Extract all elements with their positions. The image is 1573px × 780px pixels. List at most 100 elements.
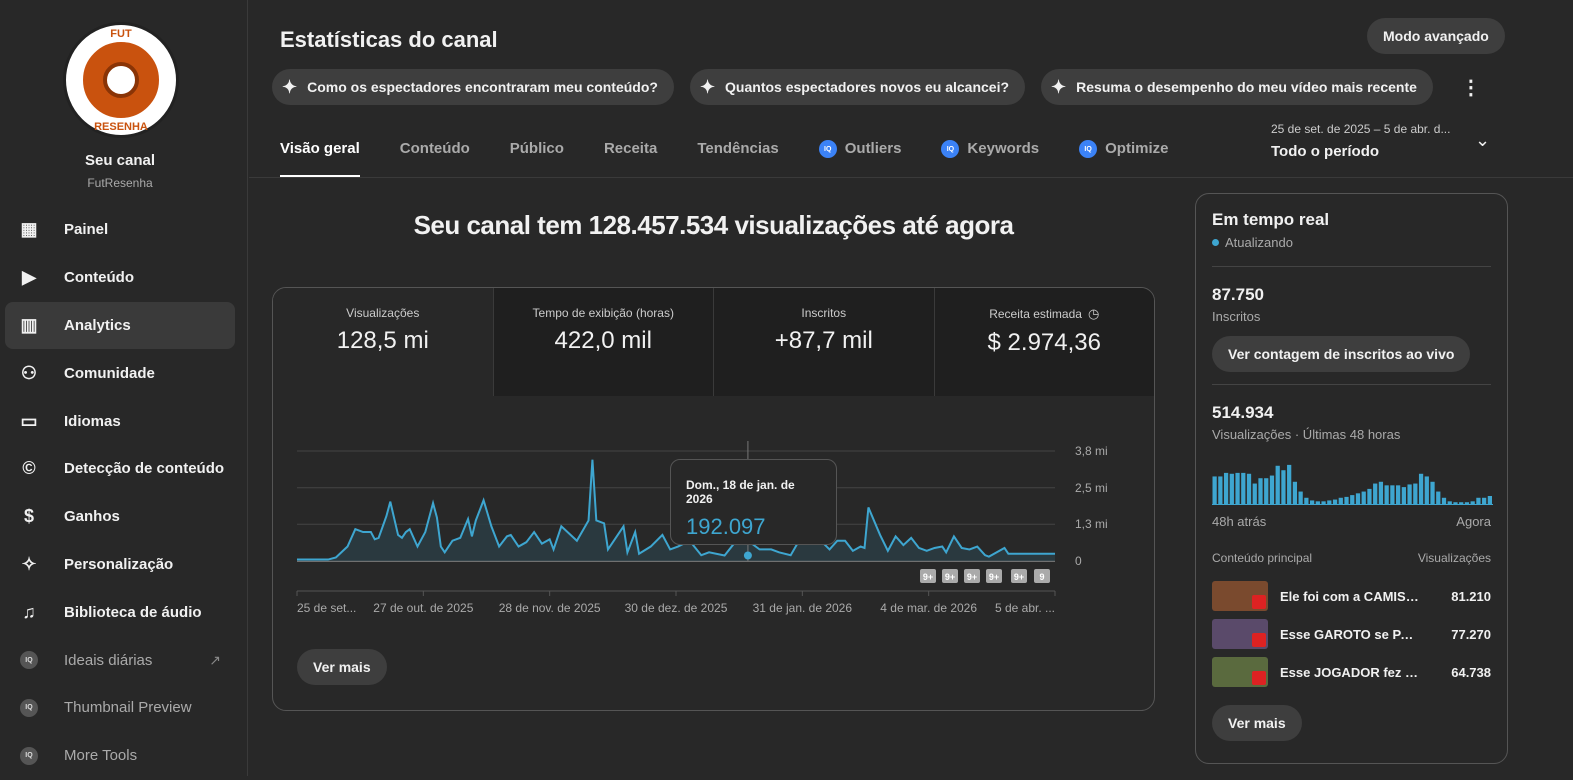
realtime-bar[interactable] bbox=[1247, 474, 1251, 504]
realtime-see-more-button[interactable]: Ver mais bbox=[1212, 705, 1302, 741]
suggestion-chip[interactable]: ✦Quantos espectadores novos eu alcancei? bbox=[690, 69, 1025, 105]
sidebar-item-dollar[interactable]: $Ganhos bbox=[5, 493, 235, 541]
realtime-bar[interactable] bbox=[1379, 482, 1383, 504]
live-count-button[interactable]: Ver contagem de inscritos ao vivo bbox=[1212, 336, 1470, 372]
realtime-bar[interactable] bbox=[1321, 501, 1325, 504]
subscribers-count: 87.750 bbox=[1212, 285, 1491, 305]
more-options-icon[interactable]: ⋮ bbox=[1461, 75, 1481, 100]
suggestion-chip[interactable]: ✦Resuma o desempenho do meu vídeo mais r… bbox=[1041, 69, 1433, 105]
realtime-bar-chart[interactable] bbox=[1212, 448, 1493, 508]
realtime-bar[interactable] bbox=[1419, 474, 1423, 504]
realtime-bar[interactable] bbox=[1390, 485, 1394, 504]
sidebar-item-copyright[interactable]: ©Detecção de conteúdo bbox=[5, 445, 235, 493]
realtime-bar[interactable] bbox=[1413, 484, 1417, 504]
realtime-bar[interactable] bbox=[1333, 500, 1337, 504]
marker-label: 9 bbox=[1039, 572, 1044, 582]
realtime-bar[interactable] bbox=[1453, 502, 1457, 504]
realtime-bar[interactable] bbox=[1339, 498, 1343, 504]
realtime-bar[interactable] bbox=[1356, 493, 1360, 504]
sidebar-item-audio-library[interactable]: ♫Biblioteca de áudio bbox=[5, 588, 235, 636]
realtime-bar[interactable] bbox=[1407, 484, 1411, 504]
realtime-bar[interactable] bbox=[1436, 492, 1440, 504]
video-views: 77.270 bbox=[1451, 627, 1491, 642]
realtime-bar[interactable] bbox=[1362, 492, 1366, 504]
realtime-bar[interactable] bbox=[1344, 497, 1348, 504]
video-thumbnail bbox=[1212, 581, 1268, 611]
realtime-bar[interactable] bbox=[1264, 478, 1268, 504]
tab-label: Receita bbox=[604, 140, 657, 157]
sidebar-item-analytics[interactable]: ▥Analytics bbox=[5, 302, 235, 350]
realtime-bar[interactable] bbox=[1373, 484, 1377, 504]
metric-label: Inscritos bbox=[801, 306, 846, 320]
realtime-bar[interactable] bbox=[1425, 476, 1429, 504]
metric-card[interactable]: Tempo de exibição (horas)422,0 mil bbox=[493, 288, 714, 396]
realtime-bar[interactable] bbox=[1299, 492, 1303, 504]
realtime-bar[interactable] bbox=[1482, 498, 1486, 504]
metric-card[interactable]: Receita estimada◷$ 2.974,36 bbox=[934, 288, 1155, 396]
realtime-bar[interactable] bbox=[1402, 487, 1406, 504]
content-icon: ▶ bbox=[17, 266, 41, 290]
realtime-bar[interactable] bbox=[1396, 485, 1400, 504]
realtime-bar[interactable] bbox=[1253, 484, 1257, 504]
tab-tendências[interactable]: Tendências bbox=[697, 140, 778, 177]
channel-avatar[interactable]: FUT RESENHA bbox=[63, 22, 179, 138]
realtime-bar[interactable] bbox=[1488, 496, 1492, 504]
video-views: 64.738 bbox=[1451, 665, 1491, 680]
realtime-bar[interactable] bbox=[1218, 476, 1222, 504]
sidebar-item-community[interactable]: ⚇Comunidade bbox=[5, 349, 235, 397]
see-more-button[interactable]: Ver mais bbox=[297, 649, 387, 685]
tab-visão-geral[interactable]: Visão geral bbox=[280, 140, 360, 177]
suggestion-chip[interactable]: ✦Como os espectadores encontraram meu co… bbox=[272, 69, 674, 105]
sidebar-item-magic-wand[interactable]: ✧Personalização bbox=[5, 541, 235, 589]
realtime-bar[interactable] bbox=[1287, 465, 1291, 504]
suggestion-chips: ✦Como os espectadores encontraram meu co… bbox=[272, 69, 1481, 105]
realtime-bar[interactable] bbox=[1471, 501, 1475, 504]
realtime-bar[interactable] bbox=[1270, 476, 1274, 504]
realtime-bar[interactable] bbox=[1241, 473, 1245, 504]
realtime-bar[interactable] bbox=[1316, 501, 1320, 504]
realtime-bar[interactable] bbox=[1476, 498, 1480, 504]
top-content-row[interactable]: Esse JOGADOR fez o C...64.738 bbox=[1212, 653, 1491, 691]
tab-público[interactable]: Público bbox=[510, 140, 564, 177]
realtime-bar[interactable] bbox=[1442, 498, 1446, 504]
realtime-bar[interactable] bbox=[1459, 502, 1463, 504]
iq-icon: IQ bbox=[941, 140, 959, 158]
chevron-down-icon[interactable]: ⌄ bbox=[1475, 130, 1490, 151]
tab-conteúdo[interactable]: Conteúdo bbox=[400, 140, 470, 177]
advanced-mode-button[interactable]: Modo avançado bbox=[1367, 18, 1505, 54]
sidebar-item-dashboard[interactable]: ▦Painel bbox=[5, 206, 235, 254]
sidebar-item-subtitles[interactable]: ▭Idiomas bbox=[5, 397, 235, 445]
realtime-bar[interactable] bbox=[1213, 476, 1217, 504]
realtime-bar[interactable] bbox=[1385, 485, 1389, 504]
realtime-bar[interactable] bbox=[1258, 478, 1262, 504]
iq-icon: IQ bbox=[17, 648, 41, 672]
tab-receita[interactable]: Receita bbox=[604, 140, 657, 177]
realtime-bar[interactable] bbox=[1367, 489, 1371, 504]
realtime-title: Em tempo real bbox=[1212, 210, 1491, 230]
realtime-bar[interactable] bbox=[1448, 501, 1452, 504]
realtime-bar[interactable] bbox=[1465, 502, 1469, 504]
realtime-bar[interactable] bbox=[1350, 495, 1354, 504]
metric-card[interactable]: Inscritos+87,7 mil bbox=[713, 288, 934, 396]
realtime-bar[interactable] bbox=[1224, 473, 1228, 504]
realtime-bar[interactable] bbox=[1230, 474, 1234, 504]
realtime-bar[interactable] bbox=[1327, 500, 1331, 504]
sidebar-item-content[interactable]: ▶Conteúdo bbox=[5, 254, 235, 302]
realtime-bar[interactable] bbox=[1310, 500, 1314, 504]
realtime-bar[interactable] bbox=[1304, 498, 1308, 504]
realtime-bar[interactable] bbox=[1281, 470, 1285, 504]
realtime-bar[interactable] bbox=[1276, 466, 1280, 504]
realtime-bar[interactable] bbox=[1430, 482, 1434, 504]
realtime-bar[interactable] bbox=[1235, 473, 1239, 504]
top-content-row[interactable]: Ele foi com a CAMISA d...81.210 bbox=[1212, 577, 1491, 615]
realtime-bar[interactable] bbox=[1293, 482, 1297, 504]
period-selector[interactable]: 25 de set. de 2025 – 5 de abr. d... Todo… bbox=[1271, 122, 1450, 160]
top-content-row[interactable]: Esse GAROTO se PARE...77.270 bbox=[1212, 615, 1491, 653]
